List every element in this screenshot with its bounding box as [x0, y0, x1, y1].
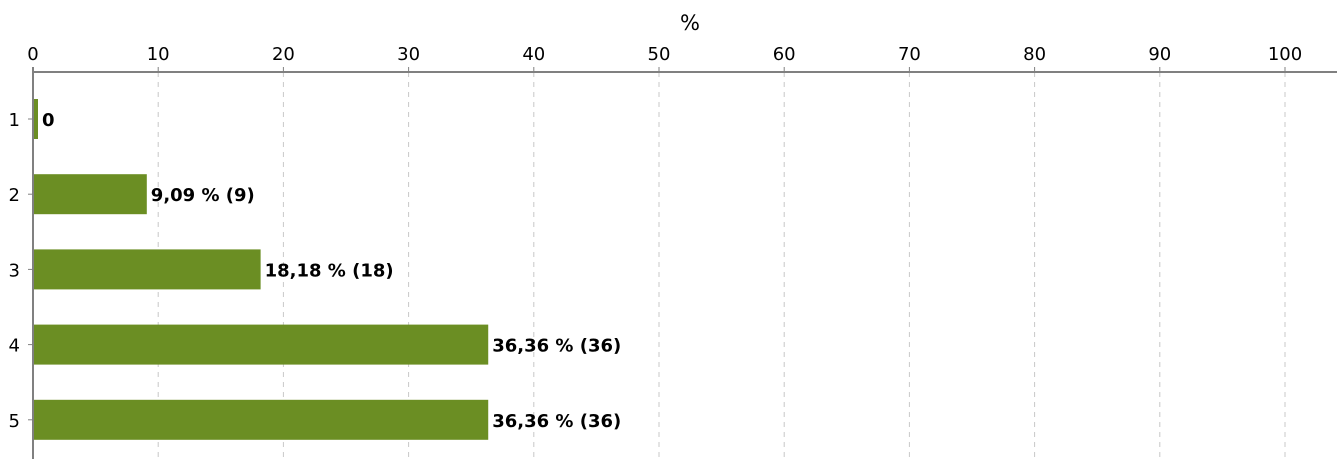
x-tick-label: 20: [272, 44, 295, 65]
data-label-1: 0: [42, 110, 55, 131]
x-tick-label: 70: [898, 44, 921, 65]
x-tick-label: 40: [522, 44, 545, 65]
x-tick-label: 60: [773, 44, 796, 65]
x-tick-label: 0: [27, 44, 38, 65]
x-tick-labels: 0 10 20 30 40 50 60 70 80 90 100: [27, 44, 1302, 72]
y-tick-label: 2: [9, 185, 20, 206]
y-tick-label: 5: [9, 411, 20, 432]
y-tick-labels: 1 2 3 4 5: [9, 110, 33, 432]
bar-4: [33, 324, 489, 365]
data-label-5: 36,36 % (36): [492, 411, 621, 432]
bar-3: [33, 249, 261, 290]
y-tick-label: 1: [9, 110, 20, 131]
x-tick-label: 80: [1023, 44, 1046, 65]
bar-1: [33, 99, 38, 139]
y-tick-label: 4: [9, 336, 20, 357]
grid-lines: [157, 72, 1286, 459]
x-tick-label: 30: [397, 44, 420, 65]
bar-5: [33, 399, 489, 440]
data-label-3: 18,18 % (18): [265, 260, 394, 281]
bar-2: [33, 174, 147, 215]
axes: [32, 67, 1337, 459]
x-tick-label: 90: [1148, 44, 1171, 65]
x-tick-label: 100: [1268, 44, 1302, 65]
data-label-2: 9,09 % (9): [151, 185, 255, 206]
data-labels: 0 9,09 % (9) 18,18 % (18) 36,36 % (36) 36,36…: [42, 110, 621, 432]
x-tick-label: 10: [147, 44, 170, 65]
x-axis-title: %: [680, 11, 700, 35]
data-label-4: 36,36 % (36): [492, 336, 621, 357]
y-tick-label: 3: [9, 260, 20, 281]
x-tick-label: 50: [648, 44, 671, 65]
bars: [33, 99, 489, 440]
